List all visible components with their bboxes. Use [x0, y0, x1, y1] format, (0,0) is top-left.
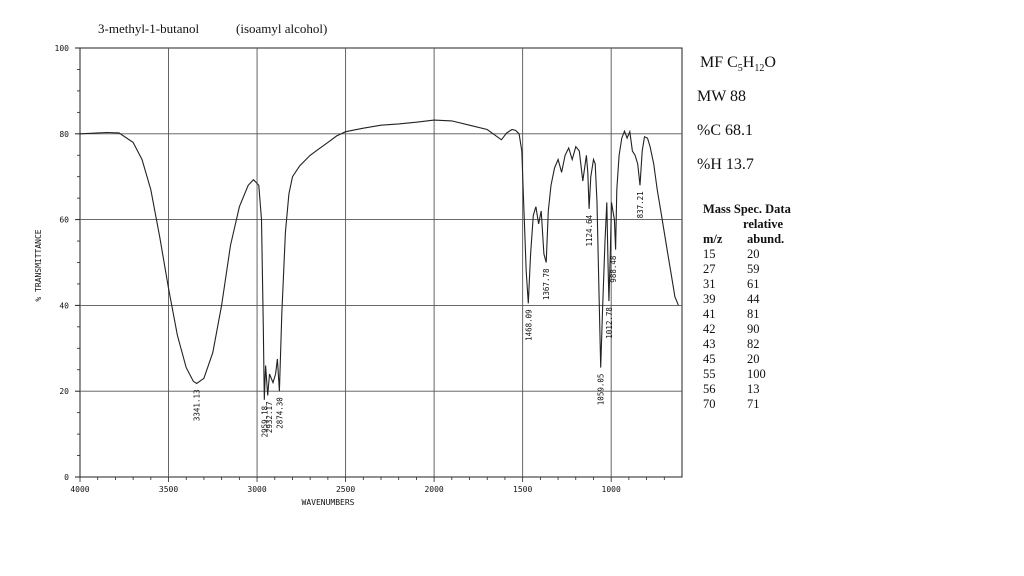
peak-label: 837.21 [636, 191, 645, 218]
peak-label: 1367.78 [542, 268, 551, 300]
molecular-weight: MW 88 [697, 88, 747, 105]
percent-carbon: %C 68.1 [697, 122, 753, 139]
mz-value: 55 [703, 367, 716, 381]
formula-subscript: 5 [737, 63, 743, 75]
y-axis-label: % TRANSMITTANCE [34, 229, 43, 301]
peak-label: 3341.13 [193, 390, 202, 422]
percent-hydrogen: %H 13.7 [697, 156, 754, 173]
abund-value: 13 [747, 382, 760, 396]
x-tick-label: 2500 [336, 485, 355, 494]
mass-spec-row: 39 44 [703, 292, 791, 307]
formula-element: O [764, 54, 776, 71]
mz-value: 31 [703, 277, 716, 291]
plot-frame [79, 47, 683, 478]
abund-value: 61 [747, 277, 760, 291]
mz-value: 56 [703, 382, 716, 396]
y-tick-label: 100 [55, 44, 70, 53]
chart-subtitle: (isoamyl alcohol) [236, 21, 327, 36]
peak-label: 1012.78 [605, 307, 614, 339]
x-tick-label: 2000 [424, 485, 443, 494]
abund-column-header: abund. [747, 232, 785, 246]
mz-value: 39 [703, 292, 716, 306]
grid-lines [80, 48, 682, 477]
mass-spec-title: Mass Spec. Data [703, 202, 791, 216]
mz-value: 15 [703, 247, 716, 261]
mass-spec-row: 31 61 [703, 277, 791, 292]
y-tick-label: 60 [59, 216, 69, 225]
peak-label: 2932.17 [265, 402, 274, 434]
y-tick-label: 20 [59, 387, 69, 396]
mass-spec-row: 43 82 [703, 337, 791, 352]
mz-value: 27 [703, 262, 716, 276]
formula-subscript: 12 [754, 63, 765, 75]
chart-title: 3-methyl-1-butanol [98, 21, 199, 36]
mz-value: 43 [703, 337, 716, 351]
formula-element: H [742, 54, 755, 71]
mass-spec-header-row: m/z abund. [703, 232, 791, 247]
peak-label: 988.48 [609, 255, 618, 283]
mz-column-header: m/z [703, 232, 723, 246]
peak-label: 1124.64 [585, 214, 594, 246]
spectrum-line [79, 119, 680, 400]
abund-value: 82 [747, 337, 760, 351]
mass-spec-row: 41 81 [703, 307, 791, 322]
mass-spec-table: Mass Spec. Data relative m/z abund. 15 20… [703, 202, 791, 412]
peak-label: 2959.18 [260, 405, 269, 437]
peak-label: 1468.09 [524, 309, 533, 341]
abund-value: 71 [747, 397, 760, 411]
abund-value: 44 [747, 292, 760, 306]
abund-value: 100 [747, 367, 766, 381]
x-axis-ticks: 4000 3500 3000 2500 2000 1500 1000 [70, 485, 621, 494]
x-tick-label: 4000 [70, 485, 89, 494]
mass-spec-subhead: relative [743, 217, 784, 231]
mass-spec-rows: 15 20 27 59 31 61 39 44 41 81 42 90 43 82 45 20 55 100 56 1… [703, 247, 791, 412]
x-axis-label: WAVENUMBERS [302, 498, 355, 507]
abund-value: 20 [747, 352, 760, 366]
peak-label: 1059.05 [597, 374, 606, 406]
mz-value: 70 [703, 397, 716, 411]
mass-spec-row: 15 20 [703, 247, 791, 262]
mz-value: 42 [703, 322, 716, 336]
mass-spec-row: 70 71 [703, 397, 791, 412]
x-tick-label: 3500 [159, 485, 178, 494]
mass-spec-row: 56 13 [703, 382, 791, 397]
y-tick-label: 0 [64, 473, 69, 482]
mz-value: 45 [703, 352, 716, 366]
x-tick-label: 1500 [513, 485, 532, 494]
mass-spec-row: 42 90 [703, 322, 791, 337]
formula-element: C [727, 54, 738, 71]
abund-value: 59 [747, 262, 760, 276]
mass-spec-row: 27 59 [703, 262, 791, 277]
molecular-formula: MF C5H12O [700, 54, 776, 74]
y-axis-ticks: 0 20 40 60 80 100 [55, 44, 80, 482]
molecular-formula-value: C5H12O [727, 54, 776, 75]
x-tick-label: 1000 [602, 485, 621, 494]
abund-value: 20 [747, 247, 760, 261]
abund-value: 81 [747, 307, 760, 321]
molecular-formula-label: MF [700, 54, 724, 71]
minor-ticks [77, 69, 665, 482]
mass-spec-row: 45 20 [703, 352, 791, 367]
x-tick-label: 3000 [247, 485, 266, 494]
y-tick-label: 80 [59, 130, 69, 139]
peak-label: 2874.30 [275, 397, 284, 429]
abund-value: 90 [747, 322, 760, 336]
mz-value: 41 [703, 307, 716, 321]
mass-spec-row: 55 100 [703, 367, 791, 382]
y-tick-label: 40 [59, 301, 69, 310]
